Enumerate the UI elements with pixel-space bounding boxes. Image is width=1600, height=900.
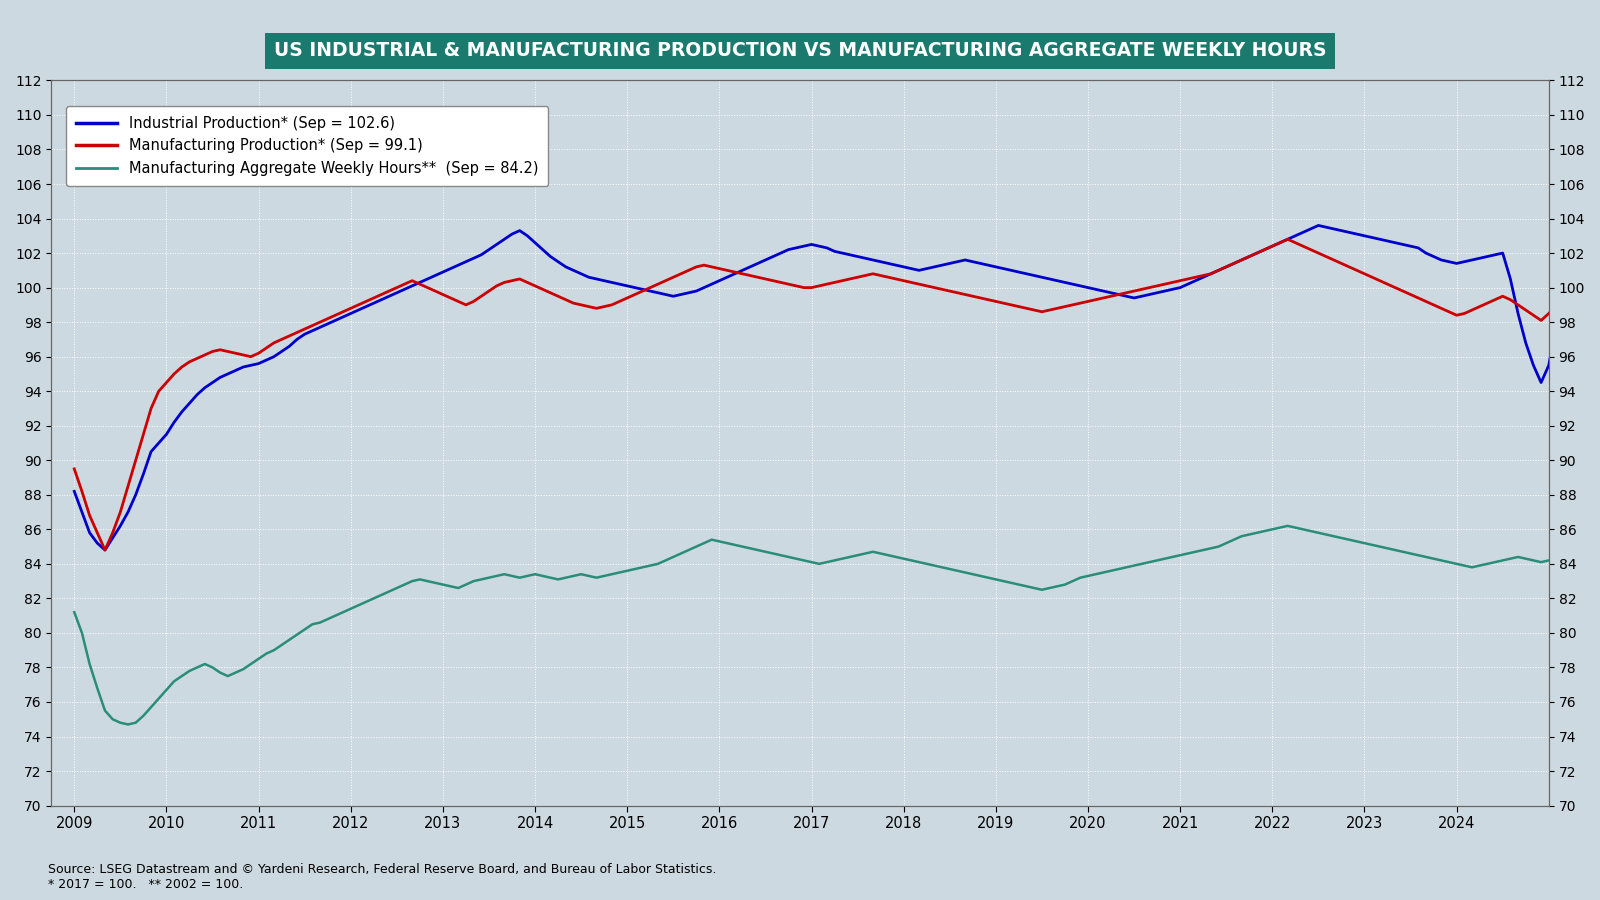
Text: US INDUSTRIAL & MANUFACTURING PRODUCTION VS MANUFACTURING AGGREGATE WEEKLY HOURS: US INDUSTRIAL & MANUFACTURING PRODUCTION… xyxy=(274,41,1326,60)
Legend: Industrial Production* (Sep = 102.6), Manufacturing Production* (Sep = 99.1), Ma: Industrial Production* (Sep = 102.6), Ma… xyxy=(66,106,549,185)
Text: Source: LSEG Datastream and © Yardeni Research, Federal Reserve Board, and Burea: Source: LSEG Datastream and © Yardeni Re… xyxy=(48,863,717,891)
